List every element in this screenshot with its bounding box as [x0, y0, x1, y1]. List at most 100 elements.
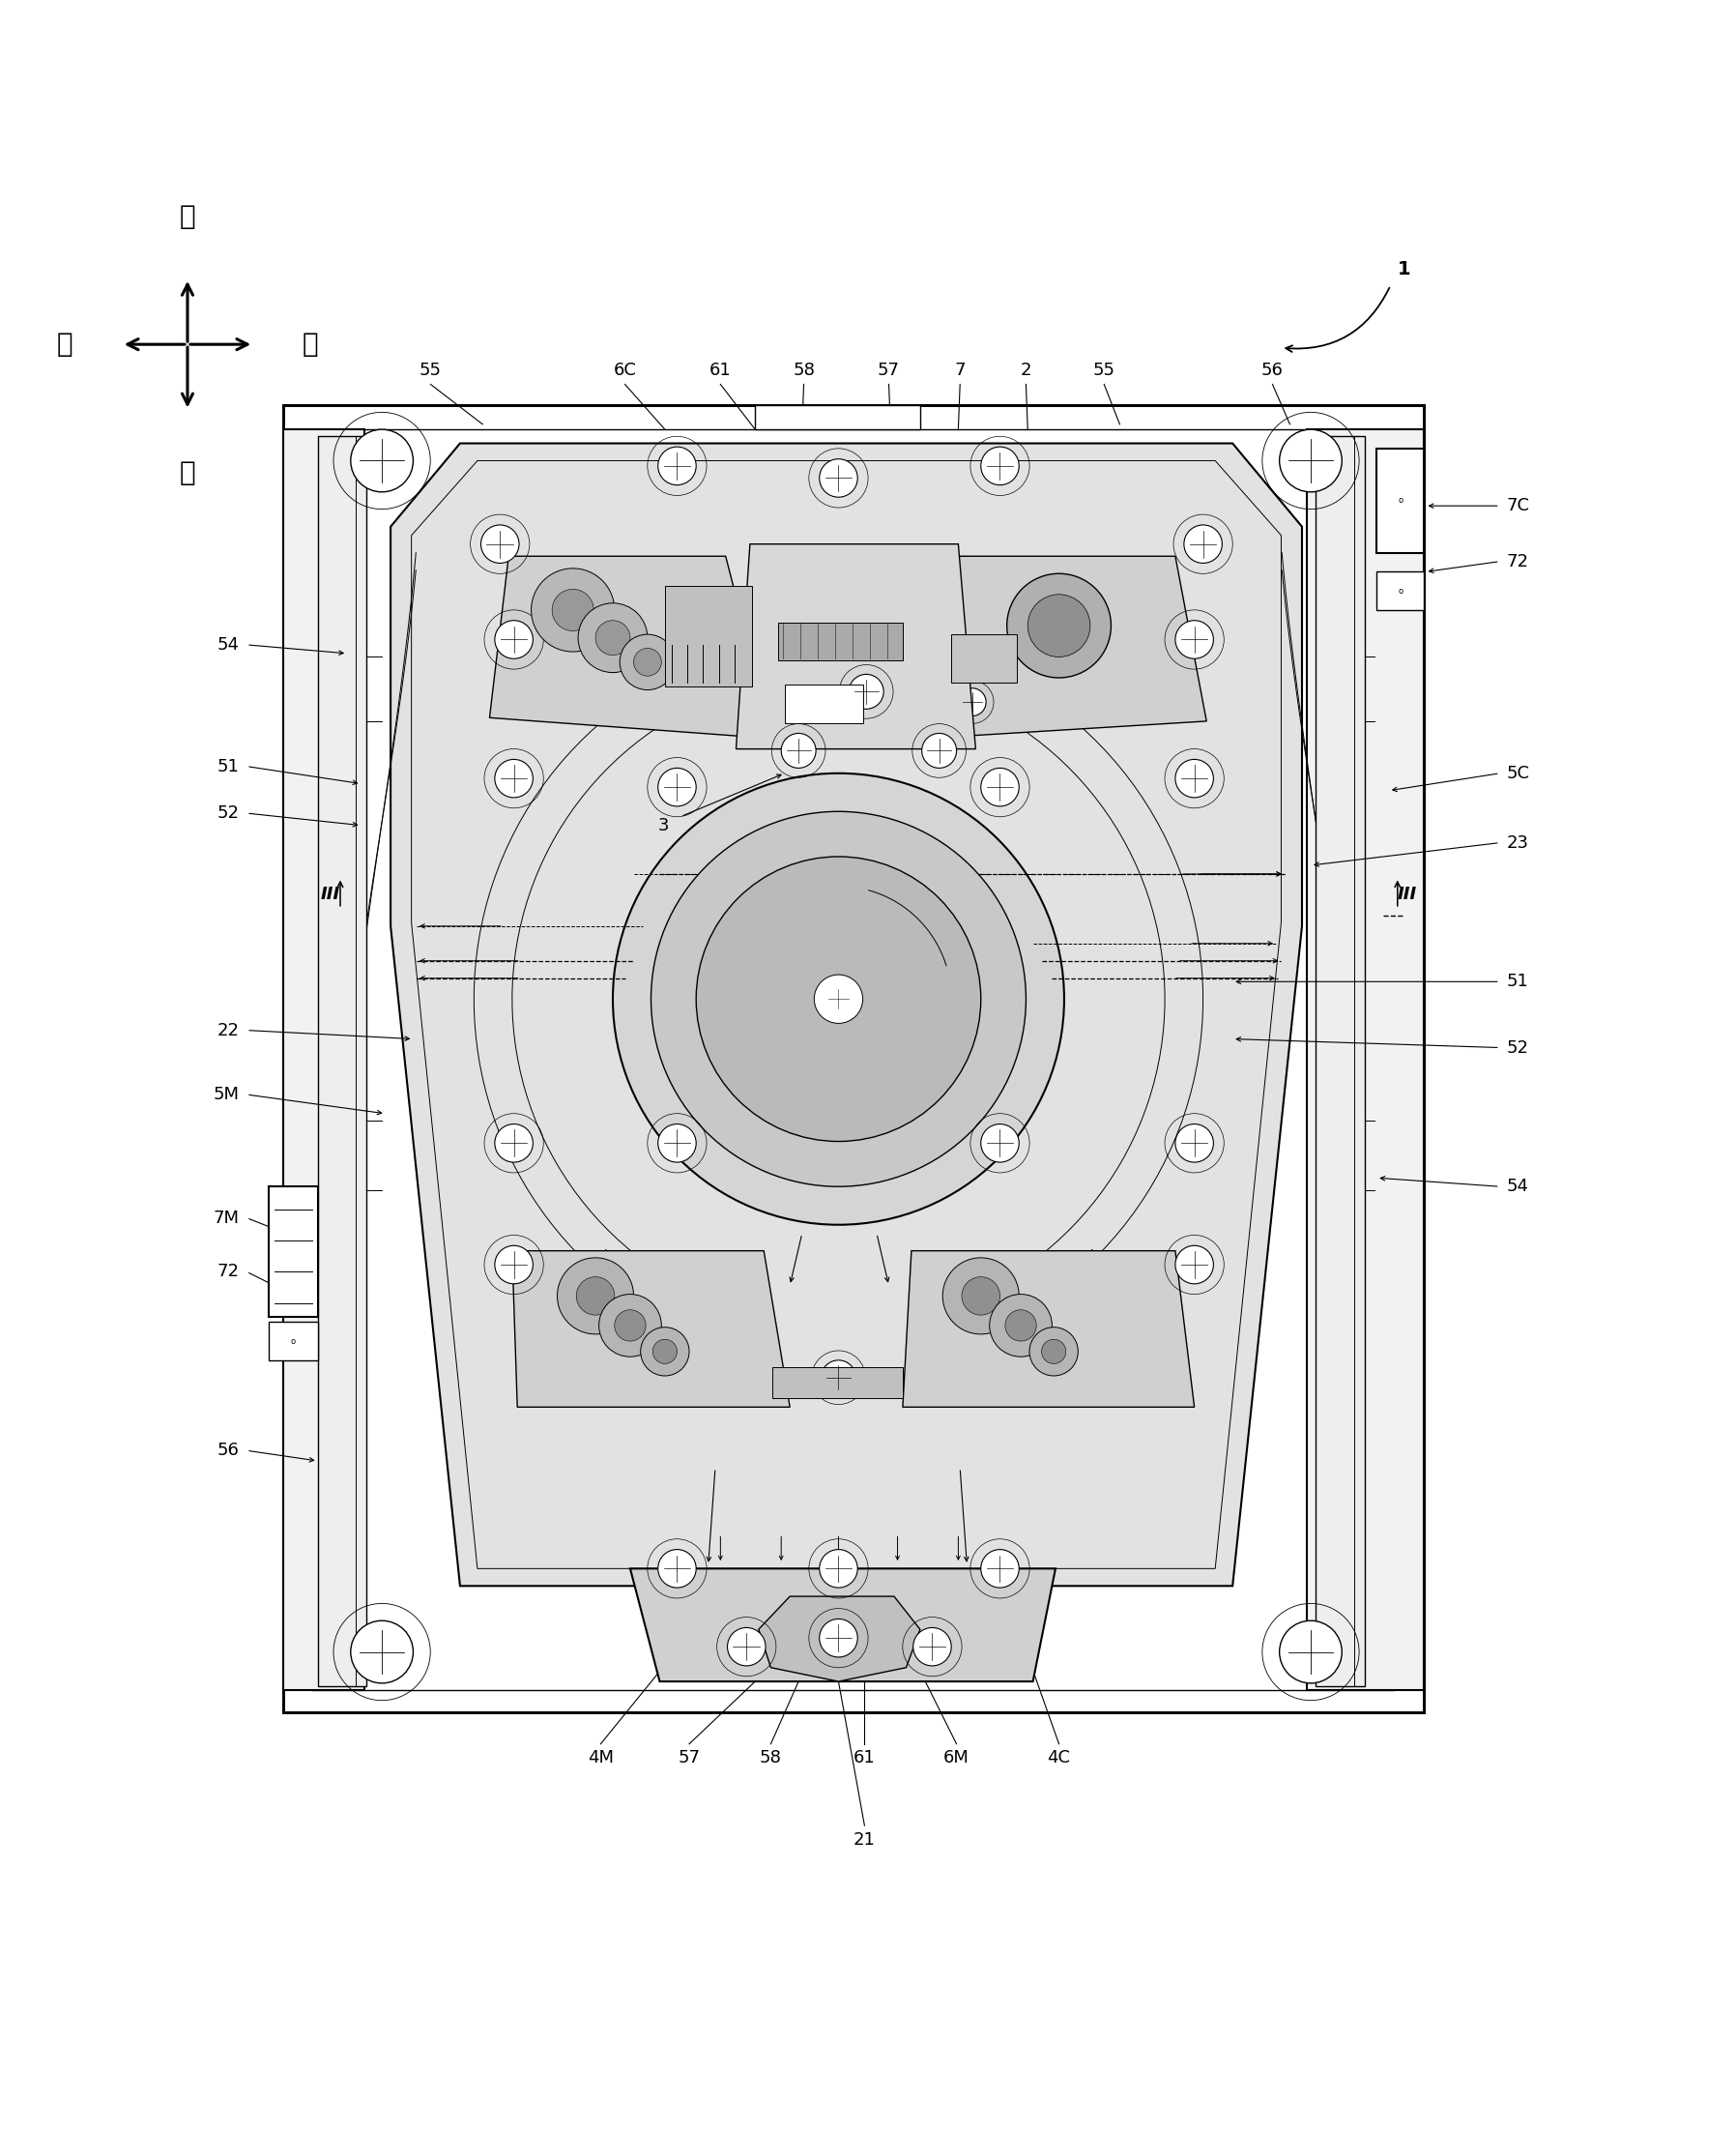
Circle shape	[634, 648, 661, 675]
Polygon shape	[630, 1568, 1055, 1681]
Bar	[269, 1186, 318, 1316]
Text: 57: 57	[679, 1749, 700, 1766]
Polygon shape	[391, 443, 1302, 1587]
Circle shape	[552, 590, 594, 630]
Text: o: o	[1399, 586, 1403, 594]
Circle shape	[819, 1549, 858, 1587]
Bar	[1377, 449, 1424, 554]
Circle shape	[819, 1619, 858, 1657]
Circle shape	[1279, 1621, 1342, 1683]
Bar	[1307, 430, 1424, 1689]
Circle shape	[576, 1276, 615, 1314]
Circle shape	[658, 1549, 696, 1587]
Text: 55: 55	[420, 362, 441, 379]
Bar	[785, 684, 863, 722]
Bar	[1316, 437, 1354, 1687]
Text: 23: 23	[1507, 835, 1529, 852]
Circle shape	[1175, 1125, 1213, 1163]
Text: 51: 51	[217, 758, 240, 775]
Text: 21: 21	[854, 1832, 875, 1849]
Circle shape	[962, 1276, 1000, 1314]
Circle shape	[620, 635, 675, 690]
Bar	[283, 405, 1424, 1713]
Bar	[318, 437, 356, 1687]
Text: 6C: 6C	[613, 362, 637, 379]
Circle shape	[981, 769, 1019, 807]
Text: 56: 56	[217, 1442, 240, 1459]
Circle shape	[990, 1295, 1052, 1357]
Bar	[665, 586, 752, 686]
Circle shape	[1028, 594, 1090, 656]
Text: 61: 61	[854, 1749, 875, 1766]
Circle shape	[615, 1310, 646, 1342]
Circle shape	[658, 769, 696, 807]
Text: o: o	[292, 1338, 295, 1346]
Circle shape	[981, 1125, 1019, 1163]
Text: III: III	[321, 886, 340, 903]
Circle shape	[658, 1125, 696, 1163]
Circle shape	[943, 1257, 1019, 1333]
Bar	[778, 622, 903, 660]
Polygon shape	[903, 1250, 1194, 1408]
Text: 52: 52	[217, 805, 240, 822]
Text: 3: 3	[658, 816, 668, 835]
Circle shape	[651, 812, 1026, 1186]
Text: 72: 72	[217, 1263, 240, 1280]
Text: 57: 57	[878, 362, 899, 379]
Circle shape	[1184, 524, 1222, 562]
Bar	[283, 405, 1424, 1713]
Circle shape	[922, 733, 957, 769]
Circle shape	[595, 620, 630, 656]
Circle shape	[1042, 1340, 1066, 1363]
Circle shape	[958, 688, 986, 716]
Text: 54: 54	[217, 637, 240, 654]
Bar	[1316, 437, 1364, 1687]
Text: 左: 左	[57, 330, 73, 358]
Circle shape	[481, 524, 519, 562]
Circle shape	[1029, 1327, 1078, 1376]
Text: 5M: 5M	[214, 1086, 240, 1103]
Circle shape	[814, 976, 863, 1022]
Circle shape	[653, 1340, 677, 1363]
Text: 54: 54	[1507, 1178, 1529, 1195]
Text: 55: 55	[1094, 362, 1115, 379]
Polygon shape	[924, 556, 1207, 739]
Circle shape	[825, 984, 852, 1014]
Circle shape	[727, 1627, 766, 1666]
Text: 58: 58	[760, 1749, 781, 1766]
Text: 56: 56	[1262, 362, 1283, 379]
Polygon shape	[736, 543, 976, 750]
Text: 4M: 4M	[587, 1749, 615, 1766]
Circle shape	[351, 1621, 413, 1683]
Text: 7M: 7M	[214, 1210, 240, 1227]
Circle shape	[599, 1295, 661, 1357]
Circle shape	[696, 856, 981, 1142]
Text: 58: 58	[793, 362, 814, 379]
Circle shape	[1007, 573, 1111, 677]
Circle shape	[913, 1627, 951, 1666]
Text: 2: 2	[1021, 362, 1031, 379]
Circle shape	[981, 447, 1019, 486]
Circle shape	[849, 675, 884, 709]
Circle shape	[1175, 620, 1213, 658]
Text: 5C: 5C	[1507, 765, 1529, 782]
Circle shape	[351, 430, 413, 492]
Circle shape	[1005, 1310, 1036, 1342]
Circle shape	[821, 1361, 856, 1395]
Text: 6M: 6M	[944, 1749, 969, 1766]
Circle shape	[819, 458, 858, 496]
Text: 61: 61	[710, 362, 731, 379]
Circle shape	[1175, 1246, 1213, 1284]
Text: 4C: 4C	[1047, 1749, 1071, 1766]
Bar	[755, 405, 920, 430]
Circle shape	[641, 1327, 689, 1376]
Text: 52: 52	[1507, 1039, 1529, 1056]
Polygon shape	[512, 1250, 790, 1408]
Text: 1: 1	[1397, 260, 1411, 279]
Text: 右: 右	[302, 330, 318, 358]
Text: 前: 前	[179, 458, 196, 486]
Text: 22: 22	[217, 1022, 240, 1039]
Bar	[318, 437, 366, 1687]
Circle shape	[1279, 430, 1342, 492]
Bar	[312, 430, 1394, 1689]
